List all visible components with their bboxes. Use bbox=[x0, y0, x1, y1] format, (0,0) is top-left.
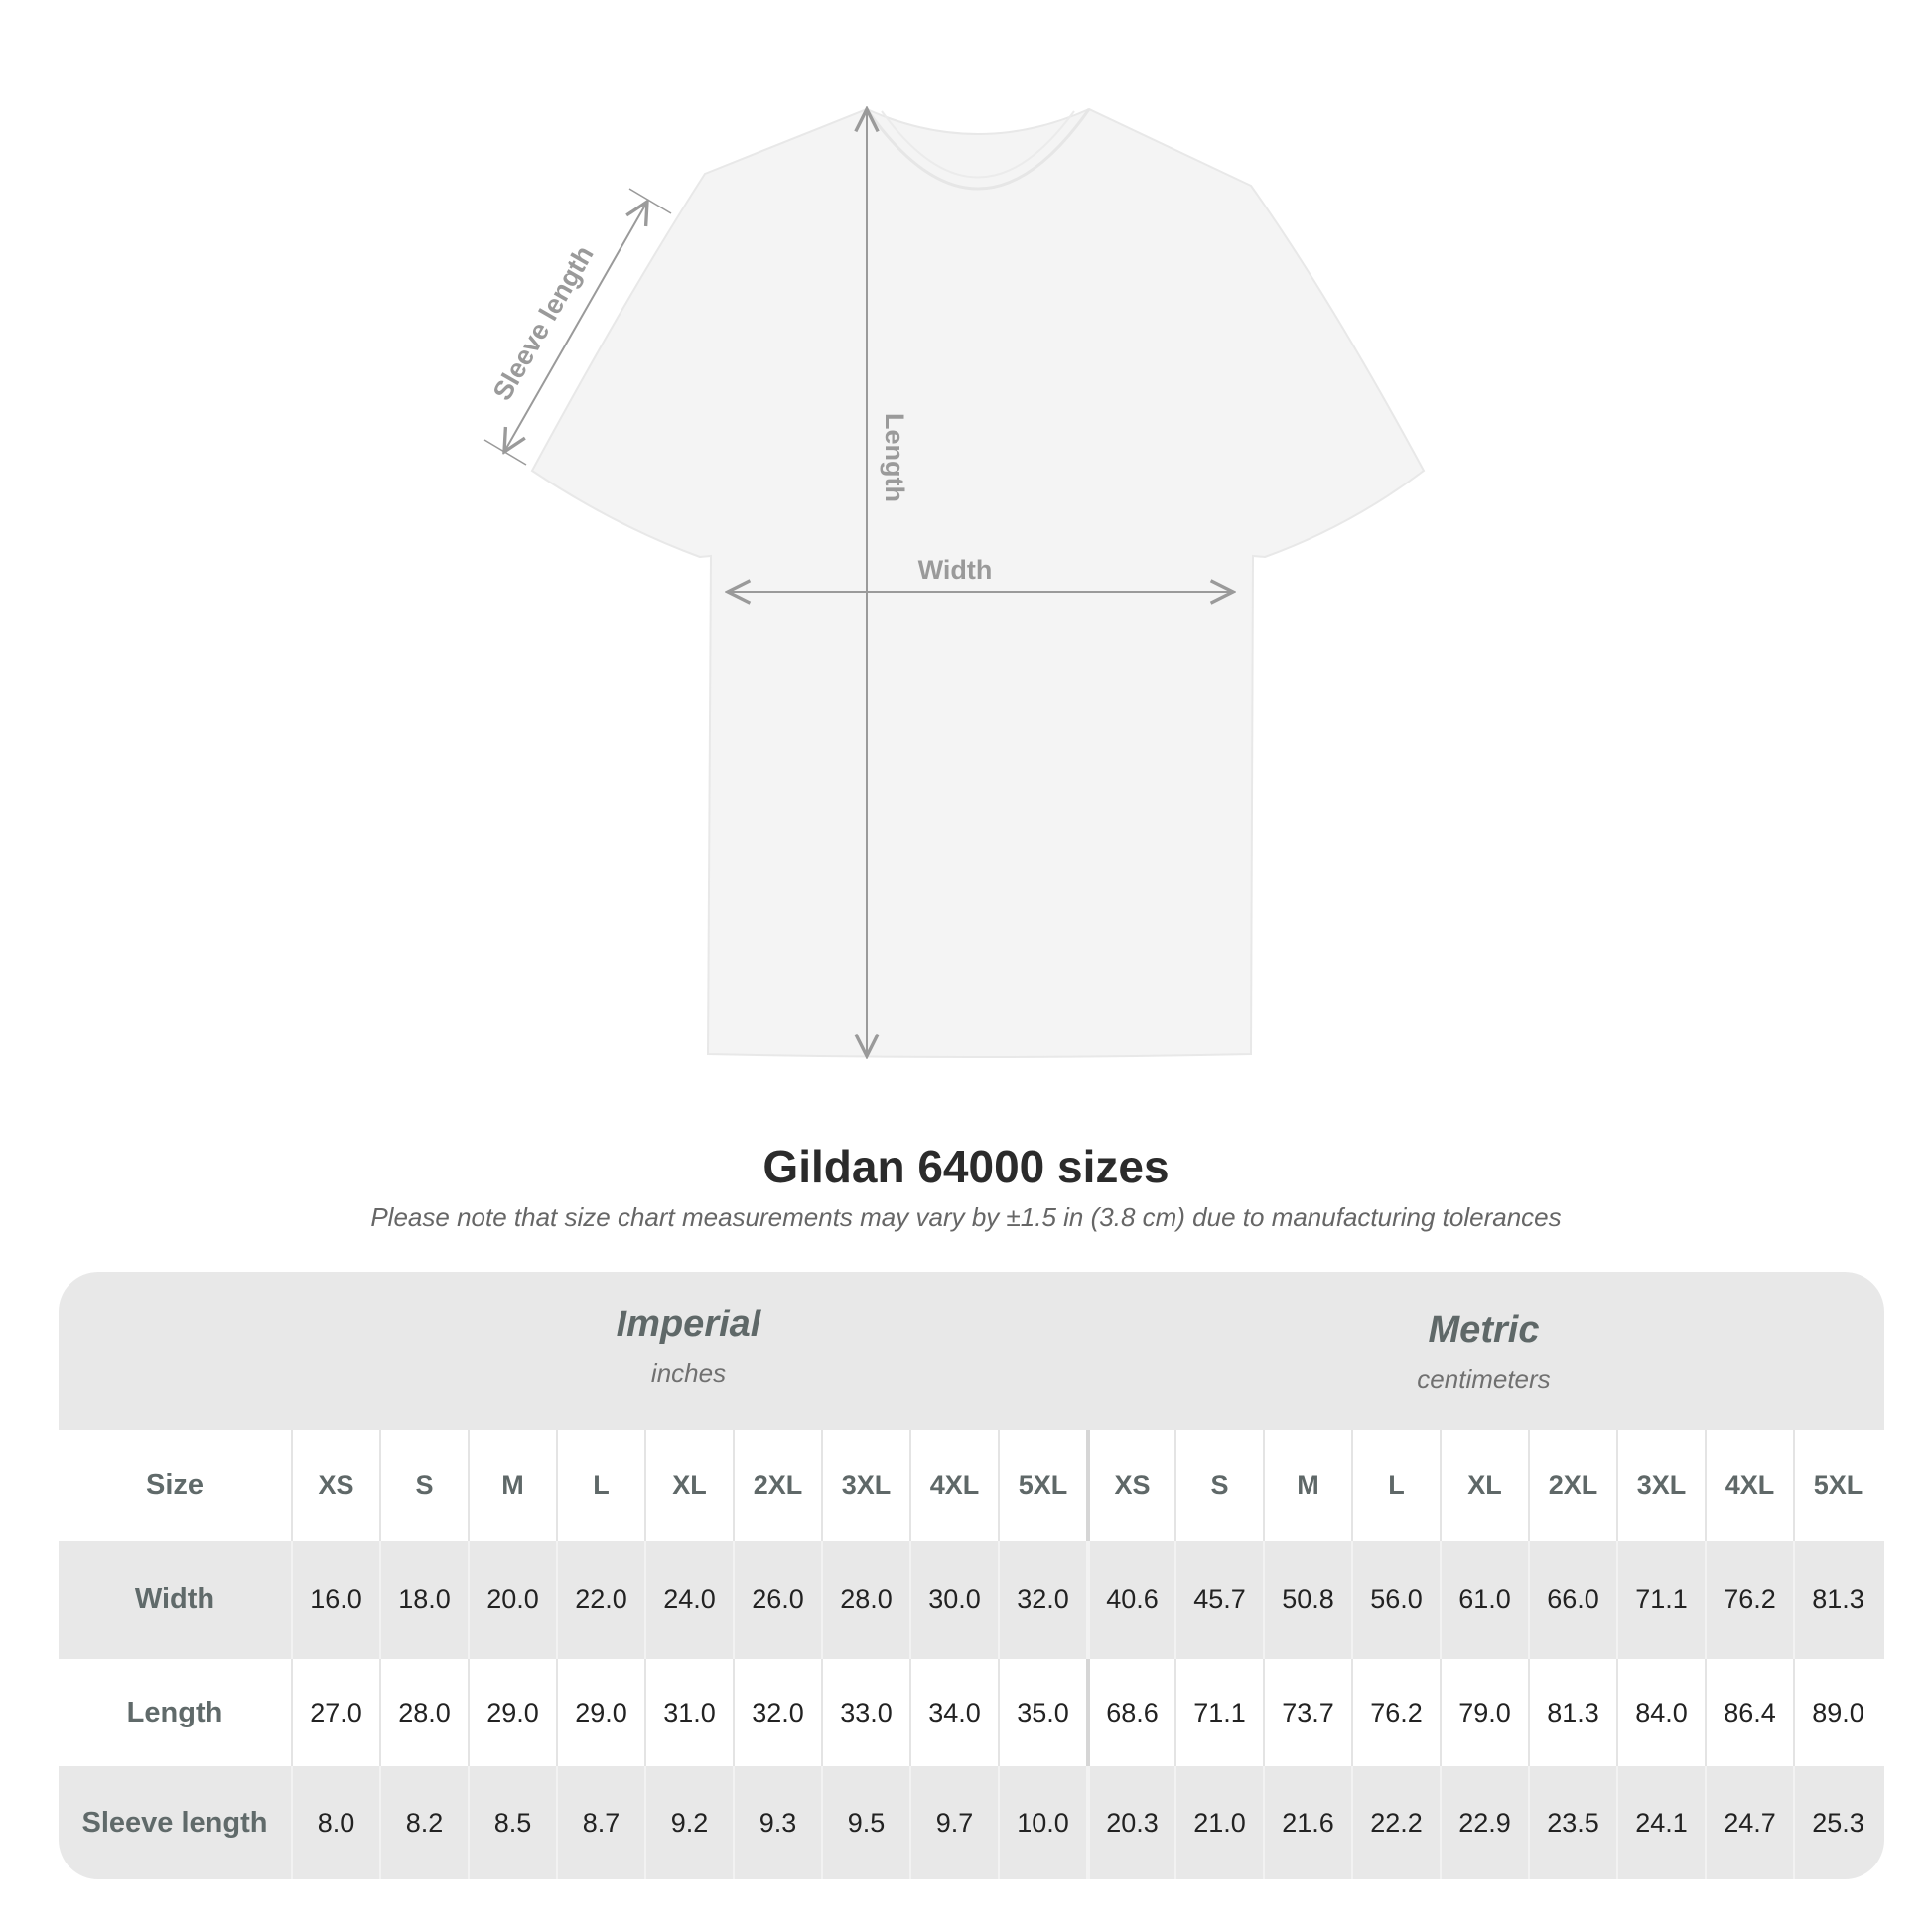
value-cell: 25.3 bbox=[1793, 1766, 1881, 1879]
value-cell: 89.0 bbox=[1793, 1659, 1881, 1766]
value-cell: 27.0 bbox=[291, 1659, 379, 1766]
metric-unit: centimeters bbox=[1417, 1364, 1551, 1394]
value-cell: 9.2 bbox=[644, 1766, 733, 1879]
imperial-unit: inches bbox=[650, 1358, 727, 1388]
size-table: Imperial inches Metric centimeters Size X… bbox=[59, 1272, 1884, 1879]
size-header-cell: 2XL bbox=[1528, 1430, 1616, 1541]
collar-inner bbox=[881, 110, 1075, 179]
imperial-label: Imperial bbox=[616, 1304, 761, 1345]
value-cell: 50.8 bbox=[1263, 1541, 1351, 1659]
value-cell: 73.7 bbox=[1263, 1659, 1351, 1766]
size-header-cell: 5XL bbox=[1793, 1430, 1881, 1541]
value-cell: 8.0 bbox=[291, 1766, 379, 1879]
sleeve-tick bbox=[483, 439, 527, 466]
value-cell: 24.1 bbox=[1616, 1766, 1705, 1879]
collar bbox=[865, 108, 1091, 191]
sleeve-length-arrow bbox=[504, 202, 647, 452]
value-cell: 71.1 bbox=[1616, 1541, 1705, 1659]
value-cell: 8.5 bbox=[468, 1766, 556, 1879]
value-cell: 81.3 bbox=[1528, 1659, 1616, 1766]
value-cell: 71.1 bbox=[1174, 1659, 1263, 1766]
value-cell: 35.0 bbox=[998, 1659, 1086, 1766]
table-row: Width 16.0 18.0 20.0 22.0 24.0 26.0 28.0 30.0 32.… bbox=[59, 1541, 1884, 1659]
metric-header: Metric centimeters bbox=[1086, 1272, 1881, 1467]
row-label: Size bbox=[145, 1468, 205, 1501]
size-header-cell: 3XL bbox=[821, 1430, 909, 1541]
size-header-cell: S bbox=[379, 1430, 468, 1541]
size-header-row: Size XS S M L XL 2XL 3XL 4XL 5XL XS S M L XL 2XL 3XL 4XL 5… bbox=[59, 1430, 1884, 1541]
size-header-cell: M bbox=[1263, 1430, 1351, 1541]
size-header-cell: 2XL bbox=[733, 1430, 821, 1541]
value-cell: 29.0 bbox=[556, 1659, 644, 1766]
imperial-header: Imperial inches bbox=[291, 1272, 1086, 1461]
size-header-cell: M bbox=[468, 1430, 556, 1541]
row-label: Width bbox=[134, 1584, 215, 1615]
value-cell: 45.7 bbox=[1174, 1541, 1263, 1659]
value-cell: 32.0 bbox=[998, 1541, 1086, 1659]
value-cell: 32.0 bbox=[733, 1659, 821, 1766]
size-header-cell: 5XL bbox=[998, 1430, 1086, 1541]
tshirt-diagram: Sleeve length Length Width bbox=[483, 0, 1426, 1092]
value-cell: 16.0 bbox=[291, 1541, 379, 1659]
value-cell: 10.0 bbox=[998, 1766, 1086, 1879]
table-row: Sleeve length 8.0 8.2 8.5 8.7 9.2 9.3 9.5 9.7 10.… bbox=[59, 1766, 1884, 1879]
value-cell: 21.6 bbox=[1263, 1766, 1351, 1879]
length-label: Length bbox=[880, 413, 909, 502]
value-cell: 22.0 bbox=[556, 1541, 644, 1659]
value-cell: 56.0 bbox=[1351, 1541, 1440, 1659]
table-row: Length 27.0 28.0 29.0 29.0 31.0 32.0 33.0 34.0 35… bbox=[59, 1659, 1884, 1766]
value-cell: 24.0 bbox=[644, 1541, 733, 1659]
value-cell: 23.5 bbox=[1528, 1766, 1616, 1879]
size-header-cell: XL bbox=[644, 1430, 733, 1541]
width-label: Width bbox=[918, 555, 993, 585]
size-header-cell: 4XL bbox=[1705, 1430, 1793, 1541]
value-cell: 22.2 bbox=[1351, 1766, 1440, 1879]
size-header-cell: 4XL bbox=[909, 1430, 998, 1541]
value-cell: 9.7 bbox=[909, 1766, 998, 1879]
row-label: Length bbox=[126, 1696, 223, 1728]
value-cell: 34.0 bbox=[909, 1659, 998, 1766]
size-header-cell: S bbox=[1174, 1430, 1263, 1541]
value-cell: 86.4 bbox=[1705, 1659, 1793, 1766]
tolerance-note: Please note that size chart measurements… bbox=[370, 1202, 1562, 1232]
value-cell: 79.0 bbox=[1440, 1659, 1528, 1766]
value-cell: 66.0 bbox=[1528, 1541, 1616, 1659]
row-label: Sleeve length bbox=[81, 1806, 268, 1839]
value-cell: 21.0 bbox=[1174, 1766, 1263, 1879]
value-cell: 33.0 bbox=[821, 1659, 909, 1766]
value-cell: 68.6 bbox=[1086, 1659, 1174, 1766]
size-header-cell: L bbox=[1351, 1430, 1440, 1541]
chart-title: Gildan 64000 sizes bbox=[762, 1141, 1170, 1192]
value-cell: 28.0 bbox=[379, 1659, 468, 1766]
value-cell: 29.0 bbox=[468, 1659, 556, 1766]
value-cell: 20.0 bbox=[468, 1541, 556, 1659]
value-cell: 9.3 bbox=[733, 1766, 821, 1879]
value-cell: 18.0 bbox=[379, 1541, 468, 1659]
value-cell: 28.0 bbox=[821, 1541, 909, 1659]
size-header-cell: L bbox=[556, 1430, 644, 1541]
value-cell: 40.6 bbox=[1086, 1541, 1174, 1659]
value-cell: 31.0 bbox=[644, 1659, 733, 1766]
value-cell: 81.3 bbox=[1793, 1541, 1881, 1659]
value-cell: 8.7 bbox=[556, 1766, 644, 1879]
value-cell: 22.9 bbox=[1440, 1766, 1528, 1879]
value-cell: 8.2 bbox=[379, 1766, 468, 1879]
value-cell: 76.2 bbox=[1351, 1659, 1440, 1766]
size-header-cell: XL bbox=[1440, 1430, 1528, 1541]
size-header-cell: XS bbox=[1086, 1430, 1174, 1541]
value-cell: 30.0 bbox=[909, 1541, 998, 1659]
value-cell: 61.0 bbox=[1440, 1541, 1528, 1659]
value-cell: 76.2 bbox=[1705, 1541, 1793, 1659]
value-cell: 9.5 bbox=[821, 1766, 909, 1879]
value-cell: 26.0 bbox=[733, 1541, 821, 1659]
sleeve-tick bbox=[628, 188, 672, 214]
size-header-cell: XS bbox=[291, 1430, 379, 1541]
size-header-cell: 3XL bbox=[1616, 1430, 1705, 1541]
value-cell: 24.7 bbox=[1705, 1766, 1793, 1879]
metric-label: Metric bbox=[1428, 1310, 1540, 1351]
value-cell: 20.3 bbox=[1086, 1766, 1174, 1879]
value-cell: 84.0 bbox=[1616, 1659, 1705, 1766]
